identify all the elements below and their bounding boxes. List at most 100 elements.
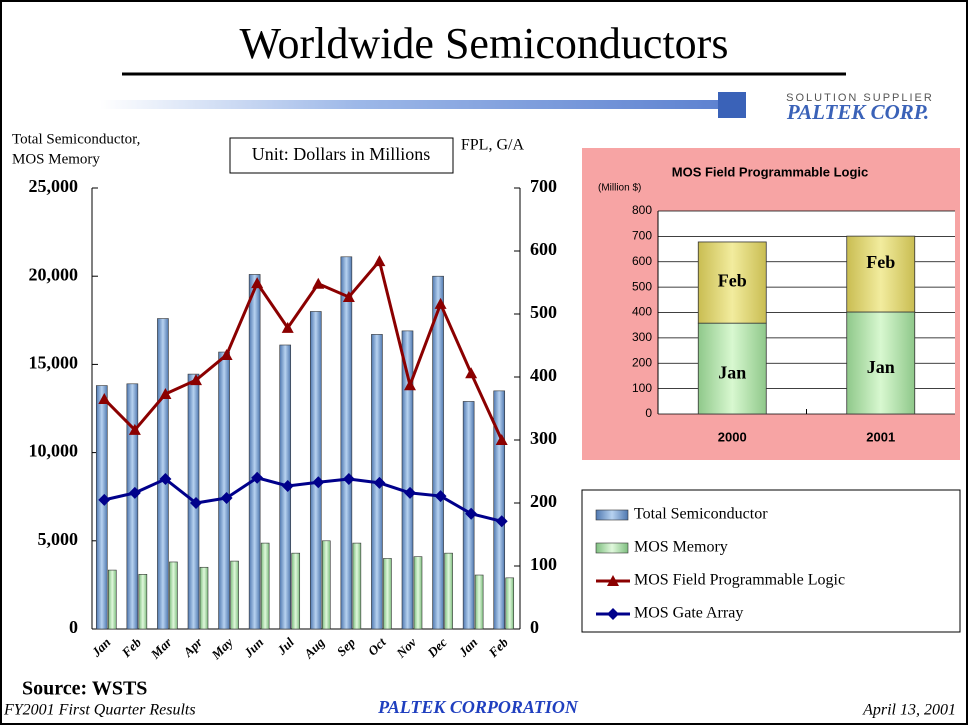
segment-label: Feb <box>866 252 895 272</box>
legend-swatch <box>595 509 629 521</box>
title-rule <box>100 100 740 109</box>
line-marker <box>465 367 478 379</box>
source: Source: WSTS <box>22 678 147 700</box>
line-marker <box>342 290 355 302</box>
line-marker <box>251 471 264 484</box>
line-marker <box>98 493 111 506</box>
line-marker <box>373 476 386 489</box>
segment-label: Feb <box>718 271 747 291</box>
y2-tick-label: 0 <box>530 617 539 637</box>
y-tick-label: 200 <box>632 355 652 369</box>
y-tick-label: 100 <box>632 381 652 395</box>
y2-axis-label: FPL, G/A <box>461 137 525 154</box>
footer-center: PALTEK CORPORATION <box>377 697 579 717</box>
bar <box>157 318 169 630</box>
bar <box>218 351 230 630</box>
line-marker <box>465 507 478 520</box>
y-tick-label: 700 <box>632 229 652 243</box>
bar <box>352 542 362 630</box>
bar <box>444 552 453 630</box>
bar <box>432 275 444 630</box>
y-tick-label: 500 <box>632 279 652 293</box>
line-marker <box>220 348 233 360</box>
bar <box>95 385 108 630</box>
footer-left: FY2001 First Quarter Results <box>3 702 196 719</box>
y-tick-label: 600 <box>632 254 652 268</box>
y-tick-label: 20,000 <box>29 264 79 284</box>
bar <box>291 552 301 630</box>
bar-segment <box>846 235 916 313</box>
line-marker <box>312 476 325 489</box>
bar <box>107 569 117 630</box>
unit-box <box>229 137 454 174</box>
bar <box>401 330 414 630</box>
y-tick-label: 10,000 <box>29 441 79 461</box>
footer-right: April 13, 2001 <box>862 702 956 719</box>
bar <box>383 558 392 630</box>
line-marker <box>281 321 294 333</box>
bar <box>321 540 331 630</box>
y-tick-label: 25,000 <box>29 176 79 196</box>
line-marker <box>495 434 508 445</box>
line-marker <box>190 497 202 509</box>
y-axis-label: Total Semiconductor, <box>12 131 140 147</box>
segment-label: Jan <box>867 357 895 377</box>
legend-label: MOS Memory <box>634 539 728 556</box>
bar <box>474 574 484 630</box>
line-marker <box>128 486 141 499</box>
legend-label: Total Semiconductor <box>634 506 768 523</box>
y-tick-label: 800 <box>632 203 652 217</box>
bar <box>138 574 148 630</box>
line-marker <box>128 423 141 435</box>
y-tick-label: 400 <box>632 305 652 319</box>
bar <box>340 256 353 630</box>
inset-y-label: (Million $) <box>598 183 641 194</box>
unit-note: Unit: Dollars in Millions <box>252 144 431 164</box>
bar <box>260 542 270 630</box>
inset-title: MOS Field Programmable Logic <box>672 164 868 179</box>
bar <box>248 274 261 630</box>
line-marker <box>404 379 416 391</box>
legend-label: MOS Field Programmable Logic <box>634 572 845 589</box>
y2-tick-label: 700 <box>530 176 557 196</box>
bar-segment <box>697 241 767 324</box>
line <box>103 257 504 441</box>
x-tick-label: 2000 <box>718 429 747 444</box>
line-marker <box>98 393 111 405</box>
legend-box <box>581 489 961 633</box>
y2-tick-label: 600 <box>530 239 557 259</box>
line-marker <box>159 388 172 400</box>
line-marker <box>495 515 508 528</box>
bar <box>230 560 239 630</box>
bar <box>493 390 506 630</box>
y-tick-label: 15,000 <box>29 353 79 373</box>
logo-icon <box>718 92 746 118</box>
segment-label: Jan <box>718 363 746 383</box>
line-marker <box>251 277 264 289</box>
logo-name: PALTEK CORP. <box>786 100 929 124</box>
bar <box>169 561 178 630</box>
x-tick-label: 2001 <box>866 429 895 444</box>
y-tick-label: 0 <box>69 617 78 637</box>
y2-tick-label: 300 <box>530 428 557 448</box>
bar <box>413 556 423 630</box>
line-marker <box>281 479 294 492</box>
bar-segment <box>846 311 916 415</box>
line-marker <box>434 490 447 503</box>
bar <box>505 577 515 630</box>
line-marker <box>220 491 233 504</box>
y2-tick-label: 200 <box>530 491 557 511</box>
y-tick-label: 5,000 <box>38 529 79 549</box>
line-marker <box>312 277 325 289</box>
bar <box>309 311 322 630</box>
logo-tagline: SOLUTION SUPPLIER <box>786 92 934 104</box>
y2-tick-label: 500 <box>530 302 557 322</box>
line-marker <box>373 255 386 267</box>
line-marker <box>342 473 355 486</box>
y-tick-label: 300 <box>632 330 652 344</box>
legend-swatch <box>595 542 629 554</box>
y-axis-label: MOS Memory <box>12 151 100 167</box>
bar-segment <box>697 322 767 415</box>
y2-tick-label: 400 <box>530 365 557 385</box>
